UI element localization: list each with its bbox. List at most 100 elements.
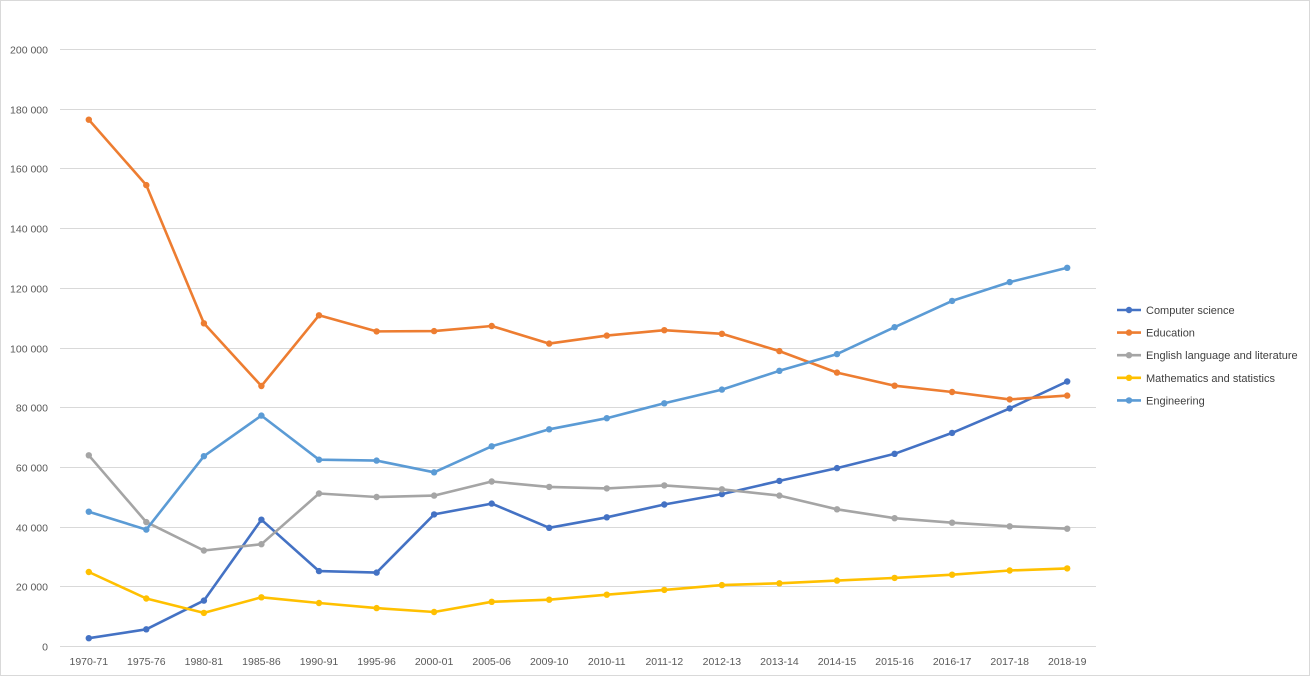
data-point <box>1064 378 1071 385</box>
data-point <box>85 452 93 459</box>
data-point <box>891 324 898 331</box>
data-point <box>143 595 150 602</box>
data-point <box>488 598 495 605</box>
legend-label: Mathematics and statistics <box>1146 373 1275 385</box>
legend-item: Computer science <box>1117 305 1235 317</box>
data-point <box>85 508 93 515</box>
data-point <box>1064 565 1071 572</box>
data-point <box>1006 567 1013 574</box>
x-tick-label: 2016-17 <box>933 656 972 668</box>
data-point <box>315 312 323 319</box>
legend-swatch-marker <box>1125 374 1133 381</box>
data-point <box>718 486 726 493</box>
data-point <box>776 347 783 355</box>
data-point <box>718 490 726 498</box>
gridlines <box>60 49 1096 647</box>
data-point <box>1064 264 1071 271</box>
x-tick-label: 2010-11 <box>588 656 626 668</box>
data-point <box>948 571 956 578</box>
data-point <box>315 490 323 497</box>
x-tick-label: 1985-86 <box>242 656 281 668</box>
legend-item: English language and literature <box>1117 350 1298 362</box>
data-point <box>948 388 956 396</box>
x-tick-label: 2015-16 <box>875 656 914 668</box>
data-point <box>488 478 495 485</box>
data-point <box>85 116 93 123</box>
legend-label: Engineering <box>1146 395 1205 407</box>
y-tick-label: 200 000 <box>10 45 48 57</box>
legend-swatch-marker <box>1125 352 1133 359</box>
data-point <box>315 599 323 607</box>
legend: Computer science Education English languag… <box>1117 305 1298 407</box>
data-point <box>85 568 93 576</box>
data-point <box>833 350 841 358</box>
data-point <box>546 524 553 531</box>
data-point <box>603 485 610 492</box>
legend-label: English language and literature <box>1146 350 1298 362</box>
x-tick-label: 1980-81 <box>185 656 224 668</box>
data-point <box>603 514 610 521</box>
data-point <box>258 516 265 523</box>
y-tick-label: 20 000 <box>16 582 48 594</box>
data-point <box>85 635 93 642</box>
data-point <box>661 482 668 489</box>
series-computer-science <box>85 378 1071 642</box>
series-line <box>87 118 1069 401</box>
data-point <box>373 457 380 464</box>
data-point <box>1064 525 1071 532</box>
data-point <box>430 469 438 476</box>
y-tick-label: 40 000 <box>16 523 48 535</box>
x-tick-label: 2012-13 <box>703 656 742 668</box>
data-point <box>430 608 438 616</box>
data-point <box>373 569 380 576</box>
x-tick-label: 2017-18 <box>990 656 1029 668</box>
series-line <box>87 380 1069 640</box>
data-point <box>258 541 265 548</box>
x-tick-label: 2018-19 <box>1048 656 1087 668</box>
data-point <box>833 369 841 376</box>
data-point <box>373 328 380 335</box>
y-tick-label: 60 000 <box>16 463 48 475</box>
data-point <box>143 181 150 189</box>
legend-item: Mathematics and statistics <box>1117 373 1275 385</box>
x-tick-label: 2000-01 <box>415 656 454 668</box>
data-point <box>315 567 323 575</box>
data-point <box>488 322 495 330</box>
y-axis-tick-labels: 0 20 000 40 000 60 000 80 000 100 000 120 000 1… <box>10 45 48 654</box>
series-education <box>85 116 1071 403</box>
legend-label: Education <box>1146 328 1195 340</box>
data-point <box>603 591 610 598</box>
data-point <box>315 456 323 463</box>
data-point <box>1006 523 1013 530</box>
data-point <box>948 519 956 526</box>
data-point <box>546 340 553 347</box>
data-point <box>891 382 898 389</box>
data-point <box>258 382 265 390</box>
data-point <box>430 511 438 518</box>
data-point <box>948 297 956 305</box>
data-point <box>718 330 726 337</box>
data-point <box>661 327 668 334</box>
data-point <box>258 412 265 419</box>
data-point <box>488 443 495 450</box>
data-point <box>430 327 438 335</box>
series-line <box>87 453 1069 552</box>
data-point <box>891 515 898 522</box>
series-engineering <box>85 264 1071 533</box>
data-point <box>603 415 610 422</box>
data-point <box>776 367 783 374</box>
data-point <box>430 492 438 499</box>
y-tick-label: 160 000 <box>10 164 48 176</box>
data-point <box>200 609 208 617</box>
data-point <box>546 426 553 433</box>
data-point <box>200 453 208 460</box>
data-point <box>776 492 783 499</box>
y-tick-label: 100 000 <box>10 344 48 356</box>
legend-item: Engineering <box>1117 395 1205 407</box>
x-tick-label: 2009-10 <box>530 656 569 668</box>
legend-item: Education <box>1117 328 1195 340</box>
legend-swatch-marker <box>1125 397 1133 404</box>
data-point <box>200 597 208 604</box>
data-point <box>833 577 841 584</box>
legend-swatch-marker <box>1125 329 1133 336</box>
